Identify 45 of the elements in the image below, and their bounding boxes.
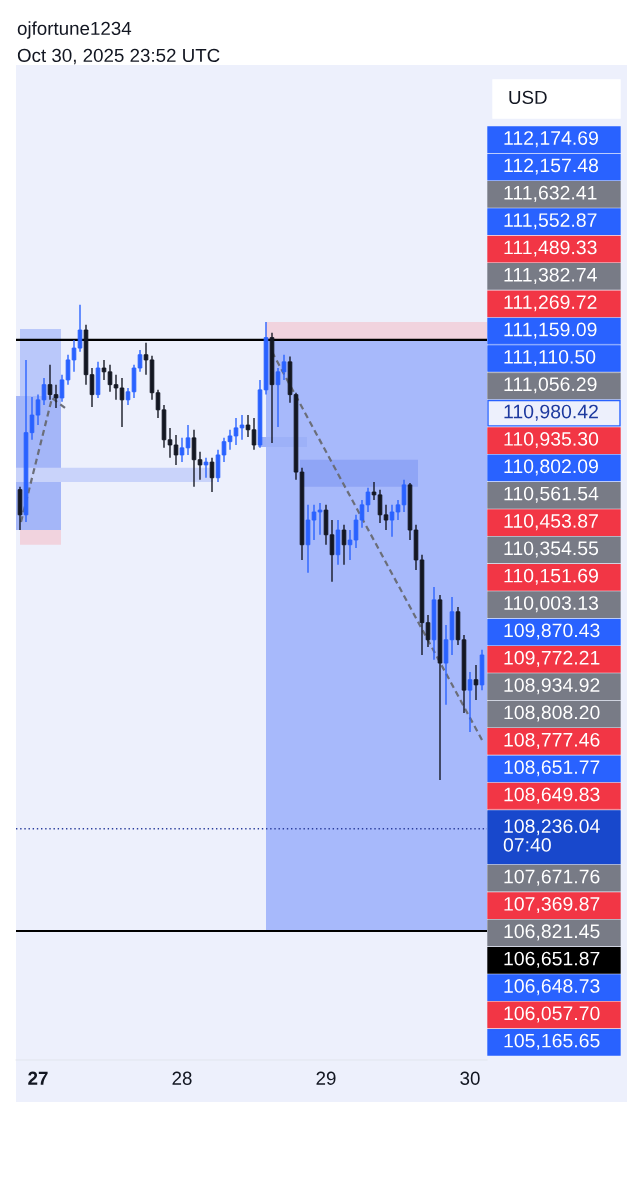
text: 108,808.20 bbox=[504, 705, 600, 722]
candlestick bbox=[473, 664, 479, 701]
text: 110,003.13 bbox=[504, 596, 599, 613]
text: 110,935.30 bbox=[504, 432, 599, 449]
text: 111,110.50 bbox=[504, 349, 596, 367]
chart-title: ojfortune1234 bbox=[17, 21, 132, 39]
candlestick bbox=[341, 524, 347, 566]
text: 111,269.72 bbox=[504, 295, 597, 312]
text: 109,870.43 bbox=[504, 623, 600, 640]
text: 106,821.45 bbox=[504, 924, 600, 941]
chart-subtitle: Oct 30, 2025 23:52 UTC bbox=[17, 48, 220, 65]
text: 110,561.54 bbox=[504, 486, 599, 503]
x-tick-label: 30 bbox=[460, 1071, 480, 1085]
text: 106,057.70 bbox=[504, 1006, 600, 1023]
text: 110,453.87 bbox=[504, 514, 598, 531]
text: 107,671.76 bbox=[504, 869, 600, 886]
x-tick-label: 27 bbox=[28, 1071, 48, 1085]
text: 108,649.83 bbox=[504, 787, 600, 804]
text: 111,552.87 bbox=[504, 213, 597, 230]
candlestick bbox=[203, 457, 209, 479]
text: 111,632.41 bbox=[504, 185, 597, 202]
text: 111,382.74 bbox=[504, 267, 597, 284]
text: 111,159.09 bbox=[504, 322, 597, 339]
text: 108,777.46 bbox=[504, 732, 600, 749]
text: 108,934.92 bbox=[504, 678, 600, 695]
text: 109,772.21 bbox=[504, 650, 600, 667]
text: 111,056.29 bbox=[504, 377, 597, 394]
candlestick bbox=[209, 457, 215, 493]
text: 106,651.87 bbox=[504, 951, 600, 968]
text: 110,354.55 bbox=[504, 541, 599, 558]
text: 108,651.77 bbox=[504, 760, 600, 777]
text: 106,648.73 bbox=[504, 979, 600, 996]
text: 111,489.33 bbox=[504, 240, 597, 257]
text: 110,980.42 bbox=[504, 404, 598, 421]
text: USD bbox=[509, 90, 547, 105]
text: 112,174.69 bbox=[504, 131, 598, 148]
text: 110,802.09 bbox=[504, 459, 598, 476]
text: 110,151.69 bbox=[504, 568, 598, 585]
text: 112,157.48 bbox=[504, 158, 599, 175]
x-tick-label: 29 bbox=[316, 1071, 336, 1085]
text: 108,236.04 07:40 bbox=[503, 819, 600, 852]
text: 105,165.65 bbox=[504, 1033, 600, 1050]
candlestick bbox=[467, 671, 473, 733]
x-tick-label: 28 bbox=[172, 1071, 192, 1085]
text: 107,369.87 bbox=[504, 897, 600, 914]
